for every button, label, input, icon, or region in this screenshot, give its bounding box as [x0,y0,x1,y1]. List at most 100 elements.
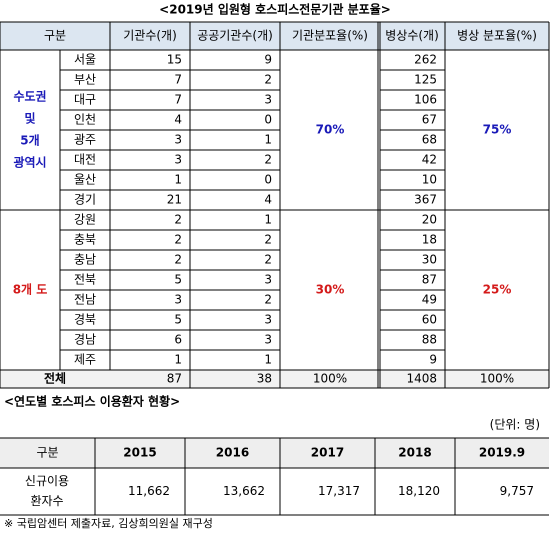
region: 경남 [74,333,96,347]
total-cell: 38 [257,372,272,386]
bed-rate: 75% [483,123,512,137]
public-institutions: 3 [264,93,272,107]
group-label: 수도권 [13,90,46,104]
total-label: 전체 [44,371,66,386]
beds: 262 [414,53,437,67]
header-cell: 구분 [44,29,66,43]
public-institutions: 0 [264,113,272,127]
header-cell: 2015 [123,446,156,460]
public-institutions: 1 [264,213,272,227]
header-cell: 2016 [216,446,249,460]
header-bg [0,22,549,50]
beds: 10 [422,173,437,187]
institutions: 7 [174,73,182,87]
header-cell: 구분 [36,446,58,460]
total-cell: 1408 [406,372,437,386]
group-label: 5개 [20,134,39,148]
table-title: <연도별 호스피스 이용환자 현황> [4,394,180,409]
institutions: 6 [174,333,182,347]
patients: 18,120 [398,484,440,498]
beds: 87 [422,273,437,287]
total-cell: 100% [313,372,347,386]
row-label: 환자수 [30,494,63,508]
header-cell: 2019.9 [479,446,525,460]
beds: 18 [422,233,437,247]
region: 제주 [74,353,96,367]
institutions: 3 [174,153,182,167]
public-institutions: 3 [264,333,272,347]
beds: 42 [422,153,437,167]
institutions: 3 [174,293,182,307]
region: 울산 [74,173,96,187]
total-cell: 87 [167,372,182,386]
header-cell: 병상수(개) [385,29,439,43]
patients: 13,662 [223,484,265,498]
beds: 88 [422,333,437,347]
region: 충북 [74,233,96,247]
header-cell: 2017 [311,446,344,460]
beds: 67 [422,113,437,127]
institutions: 2 [174,213,182,227]
total-cell: 100% [480,372,514,386]
beds: 9 [429,353,437,367]
group-label: 및 [24,111,35,126]
beds: 60 [422,313,437,327]
patients: 9,757 [500,484,534,498]
header-bg [0,438,549,468]
region: 전남 [74,293,96,307]
beds: 125 [414,73,437,87]
table-title: <2019년 입원형 호스피스전문기관 분포율> [159,2,391,17]
public-institutions: 3 [264,273,272,287]
beds: 49 [422,293,437,307]
patients: 11,662 [128,484,170,498]
region: 부산 [74,73,96,87]
institutions: 2 [174,253,182,267]
region: 광주 [74,133,96,147]
public-institutions: 2 [264,293,272,307]
region: 대전 [74,153,96,167]
institutions: 1 [174,173,182,187]
bed-rate: 25% [483,283,512,297]
public-institutions: 2 [264,73,272,87]
group-label: 광역시 [13,155,46,170]
institutions: 21 [167,193,182,207]
institutions: 3 [174,133,182,147]
group-label: 8개 도 [13,283,48,297]
public-institutions: 2 [264,233,272,247]
public-institutions: 0 [264,173,272,187]
header-cell: 공공기관수(개) [197,29,273,43]
public-institutions: 1 [264,133,272,147]
public-institutions: 3 [264,313,272,327]
beds: 20 [422,213,437,227]
public-institutions: 4 [264,193,272,207]
public-institutions: 9 [264,53,272,67]
header-cell: 기관분포율(%) [292,29,368,43]
institutions: 5 [174,313,182,327]
beds: 367 [414,193,437,207]
beds: 106 [414,93,437,107]
institutions: 4 [174,113,182,127]
region: 인천 [74,112,96,127]
institutions: 2 [174,233,182,247]
header-cell: 2018 [398,446,431,460]
public-institutions: 2 [264,253,272,267]
institutions: 15 [167,53,182,67]
header-cell: 병상 분포율(%) [457,29,537,43]
unit: (단위: 명) [490,418,540,432]
region: 서울 [74,53,96,67]
institution-rate: 70% [316,123,345,137]
region: 전북 [74,273,96,287]
region: 경기 [74,193,96,207]
region: 대구 [74,93,96,107]
institutions: 1 [174,353,182,367]
region: 강원 [74,213,96,227]
beds: 30 [422,253,437,267]
public-institutions: 2 [264,153,272,167]
total-bg [0,370,549,388]
public-institutions: 1 [264,353,272,367]
institutions: 7 [174,93,182,107]
beds: 68 [422,133,437,147]
patients: 17,317 [318,484,360,498]
